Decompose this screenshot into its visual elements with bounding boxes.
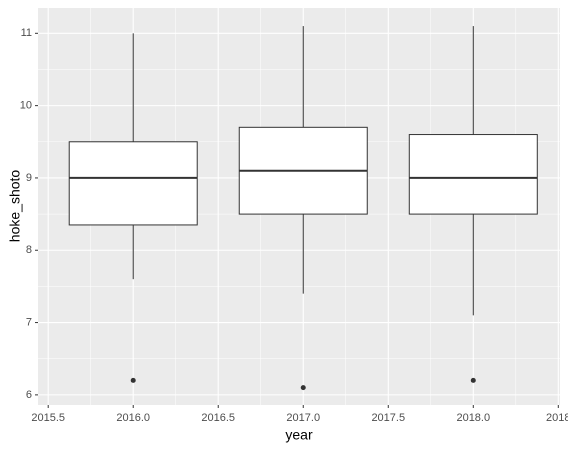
x-tick-label: 2015.5	[31, 412, 65, 424]
y-tick-label: 7	[26, 316, 32, 328]
x-tick-label: 2017.0	[286, 412, 320, 424]
x-axis-title: year	[285, 427, 313, 443]
outlier	[300, 385, 306, 391]
x-tick-label: 2017.5	[371, 412, 405, 424]
outlier	[470, 377, 476, 383]
y-tick-label: 11	[21, 27, 32, 39]
y-tick-label: 9	[26, 172, 32, 184]
x-tick-label: 2016.5	[201, 412, 235, 424]
x-tick-label: 2018.0	[456, 412, 490, 424]
box	[68, 141, 198, 226]
y-axis-title: hoke_shoto	[7, 170, 23, 243]
y-tick-label: 8	[26, 244, 32, 256]
x-tick-label: 2018	[546, 412, 568, 424]
outlier	[130, 377, 136, 383]
y-tick-label: 10	[20, 100, 32, 112]
box	[408, 134, 538, 215]
y-tick-label: 6	[26, 389, 32, 401]
x-tick-label: 2016.0	[116, 412, 150, 424]
